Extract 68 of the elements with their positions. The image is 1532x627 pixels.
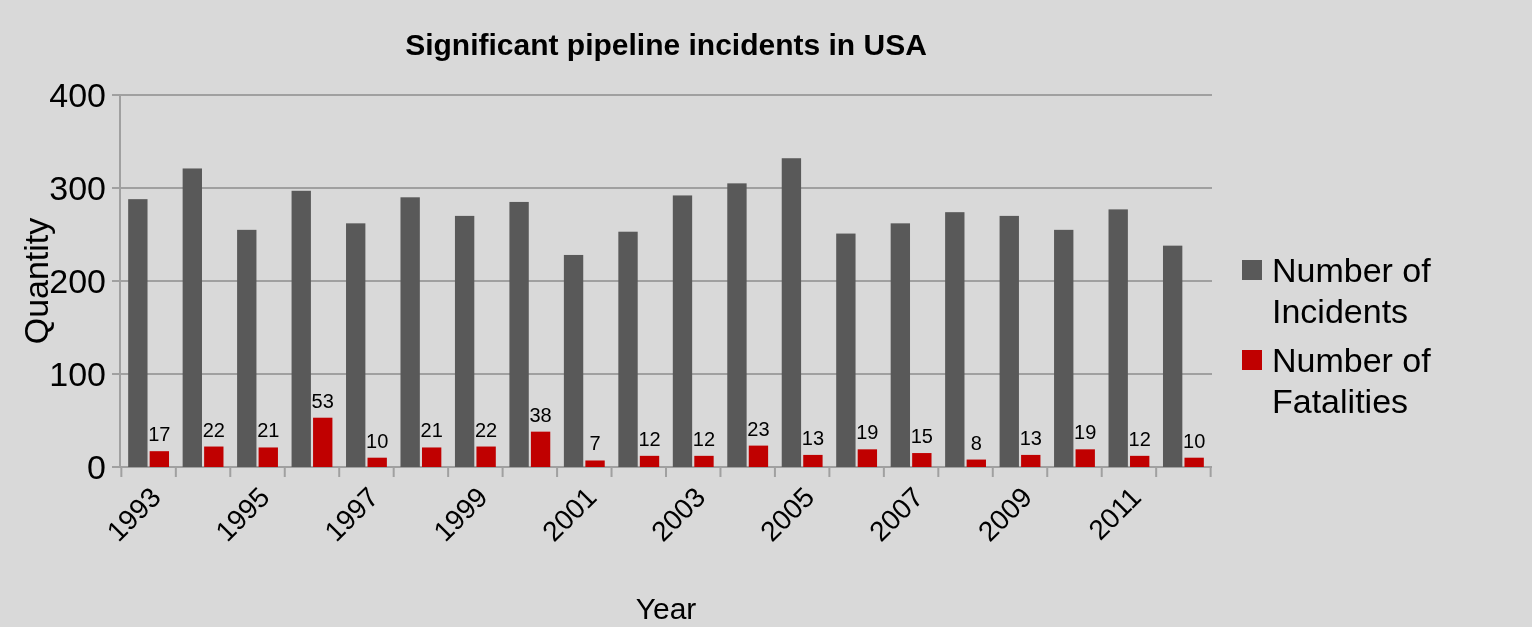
x-axis-title: Year	[635, 592, 697, 625]
data-label: 53	[311, 389, 334, 412]
bar	[204, 446, 224, 467]
bar	[421, 447, 442, 467]
bar	[694, 455, 714, 467]
bar	[999, 215, 1019, 467]
data-label: 13	[1019, 426, 1042, 449]
data-label: 22	[202, 418, 225, 441]
bar	[291, 190, 311, 467]
bar	[1130, 455, 1150, 467]
y-tick-label: 300	[49, 168, 106, 207]
bar	[1075, 449, 1095, 467]
bar	[748, 445, 769, 467]
bar	[1162, 245, 1183, 467]
bar	[563, 254, 584, 467]
data-label: 19	[856, 421, 879, 444]
bar	[313, 417, 333, 467]
bar	[258, 447, 278, 467]
legend-label: Number of Incidents	[1272, 250, 1432, 330]
bar	[530, 431, 551, 467]
bar	[1184, 457, 1204, 467]
chart-title: Significant pipeline incidents in USA	[405, 28, 927, 61]
bar	[1108, 209, 1128, 467]
bar	[128, 199, 148, 467]
bar	[857, 449, 878, 467]
y-tick-label: 100	[49, 354, 106, 393]
y-tick-label: 400	[49, 75, 106, 114]
data-label: 17	[148, 423, 171, 446]
data-label: 22	[475, 418, 498, 441]
data-label: 21	[420, 419, 443, 442]
bar	[1054, 229, 1074, 467]
data-label: 10	[1183, 429, 1206, 452]
bar	[182, 168, 202, 467]
data-label: 10	[366, 429, 389, 452]
bar	[966, 459, 986, 467]
bar	[1021, 454, 1041, 467]
bar	[890, 223, 911, 467]
bar	[585, 460, 605, 467]
data-label: 23	[747, 417, 770, 440]
bar	[727, 183, 747, 467]
data-label: 7	[589, 432, 601, 455]
data-label: 19	[1074, 421, 1097, 444]
bar	[912, 453, 932, 467]
data-label: 12	[1128, 427, 1151, 450]
bar	[454, 215, 475, 467]
legend-label: Number of Fatalities	[1272, 340, 1432, 420]
data-label: 21	[257, 419, 280, 442]
bar	[945, 212, 965, 467]
bar	[618, 231, 638, 467]
y-tick-label: 0	[87, 447, 106, 486]
bar	[803, 454, 823, 467]
data-label: 8	[970, 431, 982, 454]
data-label: 15	[910, 425, 933, 448]
bar	[367, 457, 387, 467]
bar	[400, 197, 420, 467]
bar	[836, 233, 856, 467]
bar	[476, 446, 496, 467]
bar	[672, 195, 693, 467]
bar	[237, 229, 257, 467]
data-label: 13	[801, 426, 825, 449]
bar	[781, 158, 802, 467]
bar	[509, 201, 529, 467]
bar	[639, 455, 660, 467]
data-label: 12	[692, 427, 716, 450]
bar	[346, 223, 366, 467]
bar	[149, 451, 170, 467]
data-label: 12	[638, 427, 661, 450]
data-label: 38	[529, 403, 552, 426]
